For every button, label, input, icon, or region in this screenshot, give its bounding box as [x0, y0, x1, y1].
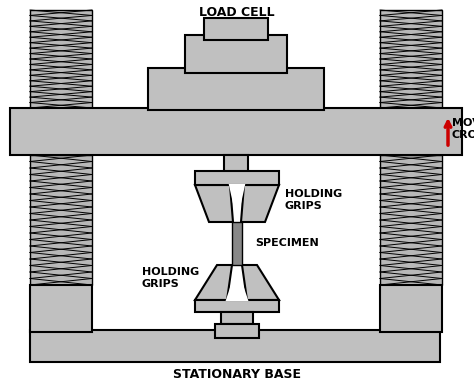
Polygon shape: [195, 265, 232, 300]
Bar: [215, 324, 259, 338]
Bar: [232, 222, 242, 265]
Bar: [204, 18, 268, 40]
Polygon shape: [195, 185, 233, 222]
Polygon shape: [230, 185, 244, 217]
Text: SPECIMEN: SPECIMEN: [255, 238, 319, 248]
Bar: [195, 300, 279, 312]
Bar: [224, 155, 248, 185]
Bar: [380, 155, 442, 285]
Text: STATIONARY BASE: STATIONARY BASE: [173, 368, 301, 379]
Bar: [30, 330, 440, 362]
Polygon shape: [242, 265, 279, 300]
Bar: [380, 10, 442, 108]
Bar: [195, 171, 279, 185]
Bar: [30, 155, 92, 285]
Bar: [148, 68, 324, 110]
Bar: [221, 312, 253, 324]
Bar: [10, 108, 462, 155]
Bar: [380, 285, 442, 332]
Bar: [185, 35, 287, 73]
Bar: [30, 285, 92, 332]
Text: LOAD CELL: LOAD CELL: [199, 6, 275, 19]
Text: MOVING
CROSSHEAD: MOVING CROSSHEAD: [452, 118, 474, 139]
Bar: [30, 10, 92, 108]
Text: HOLDING
GRIPS: HOLDING GRIPS: [285, 189, 342, 211]
Text: HOLDING
GRIPS: HOLDING GRIPS: [142, 267, 199, 289]
Polygon shape: [241, 185, 279, 222]
Polygon shape: [227, 270, 247, 300]
